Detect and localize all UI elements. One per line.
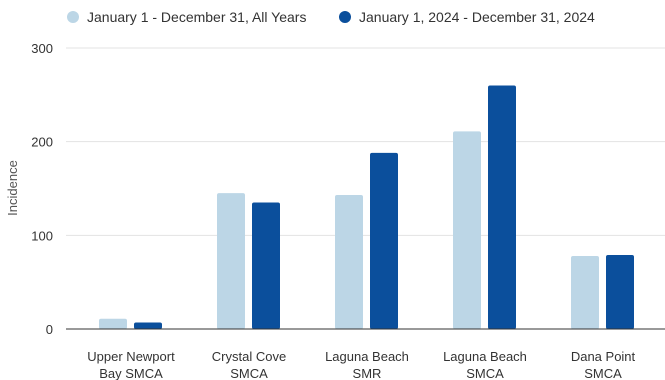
y-tick-label: 300 [31, 41, 53, 56]
y-axis-title: Incidence [5, 160, 20, 216]
x-tick-label-line: SMCA [466, 366, 504, 380]
x-tick-label-line: Dana Point [571, 349, 636, 364]
bar-series2-cat4 [488, 85, 516, 329]
x-tick-label-line: SMCA [584, 366, 622, 380]
legend-label-2: January 1, 2024 - December 31, 2024 [359, 9, 595, 25]
x-tick-label-line: Upper Newport [87, 349, 175, 364]
x-tick-label-line: Bay SMCA [99, 366, 163, 380]
y-tick-label: 0 [46, 322, 53, 337]
bar-series1-cat5 [571, 255, 599, 329]
x-tick-label-line: Crystal Cove [212, 349, 286, 364]
bar-series2-cat2 [252, 202, 280, 329]
legend-swatch-2 [339, 11, 351, 23]
legend-swatch-1 [67, 11, 79, 23]
legend: January 1 - December 31, All Years Januar… [67, 9, 595, 25]
bar-series2-cat5 [606, 255, 634, 329]
y-axis-ticks: 0 100 200 300 [31, 41, 53, 337]
x-tick-label: Laguna Beach SMCA [443, 349, 527, 380]
bars [99, 85, 634, 329]
y-tick-label: 100 [31, 228, 53, 243]
x-tick-label-line: SMCA [230, 366, 268, 380]
x-tick-label-line: Laguna Beach [325, 349, 409, 364]
x-tick-label-line: Laguna Beach [443, 349, 527, 364]
x-tick-label: Laguna Beach SMR [325, 349, 409, 380]
bar-series1-cat3 [335, 195, 363, 329]
gridlines [66, 47, 665, 236]
bar-series2-cat3 [370, 152, 398, 329]
bar-series1-cat1 [99, 318, 127, 329]
x-tick-label: Dana Point SMCA [571, 349, 636, 380]
bar-series1-cat2 [217, 193, 245, 329]
y-tick-label: 200 [31, 135, 53, 150]
x-tick-label-line: SMR [353, 366, 382, 380]
legend-label-1: January 1 - December 31, All Years [87, 9, 306, 25]
bar-series1-cat4 [453, 131, 481, 329]
x-tick-label: Upper Newport Bay SMCA [87, 349, 175, 380]
x-tick-label: Crystal Cove SMCA [212, 349, 286, 380]
bar-series2-cat1 [134, 322, 162, 329]
